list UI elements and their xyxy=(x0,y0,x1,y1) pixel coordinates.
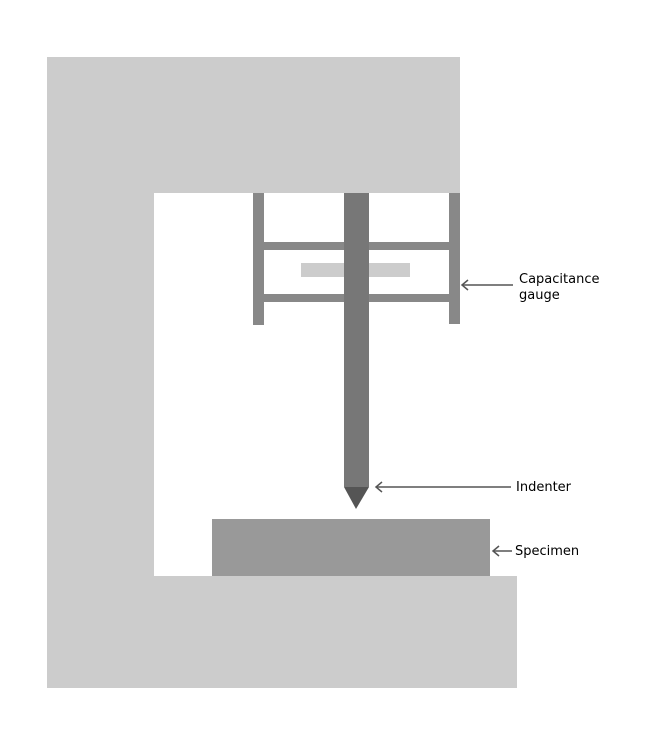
indenter-label: Indenter xyxy=(516,480,572,495)
specimen-label: Specimen xyxy=(515,544,580,559)
indenter-shaft xyxy=(344,193,369,487)
capacitance-gauge-label-line1: Capacitance xyxy=(519,272,600,287)
frame-base xyxy=(47,576,517,688)
gauge-right-post xyxy=(449,193,460,324)
specimen-arrow xyxy=(491,545,512,557)
indenter-tip xyxy=(344,487,369,509)
capacitance-arrow xyxy=(460,279,513,291)
capacitance-gauge-label-line2: gauge xyxy=(519,288,560,303)
capacitance-gauge-label: Capacitance gauge xyxy=(519,272,599,304)
specimen-block xyxy=(212,519,490,576)
gauge-left-post xyxy=(253,193,264,325)
indenter-arrow xyxy=(374,481,511,493)
